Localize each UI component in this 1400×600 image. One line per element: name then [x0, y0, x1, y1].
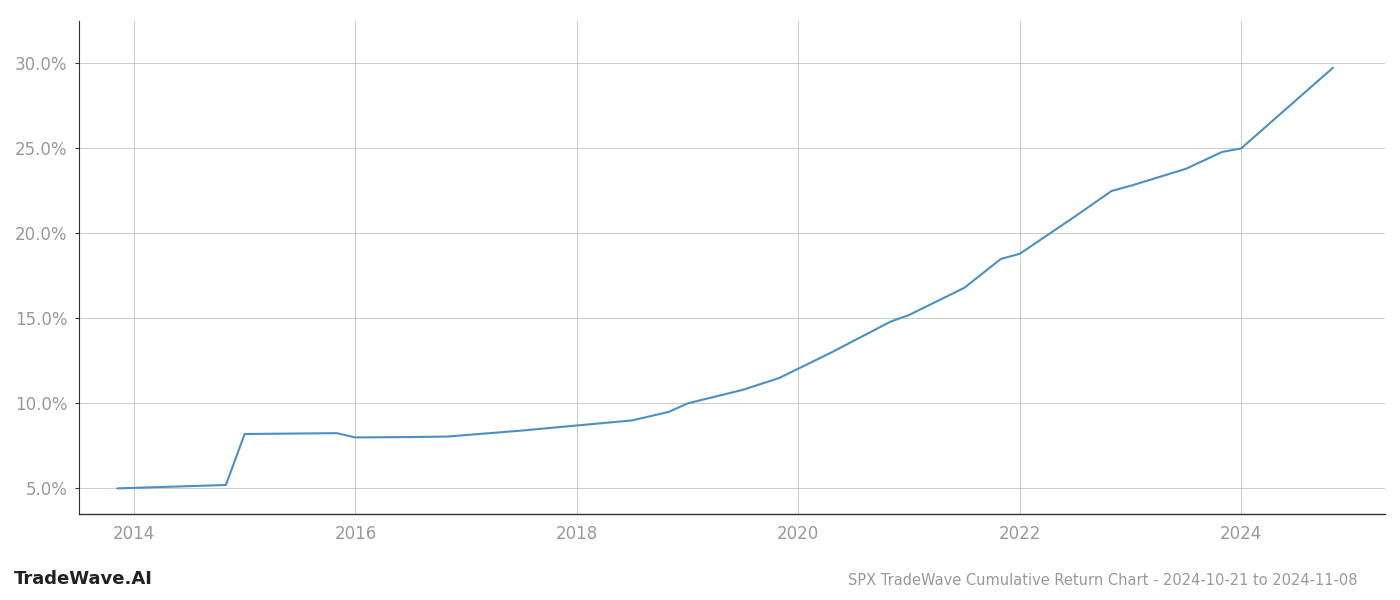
Text: SPX TradeWave Cumulative Return Chart - 2024-10-21 to 2024-11-08: SPX TradeWave Cumulative Return Chart - … — [848, 573, 1358, 588]
Text: TradeWave.AI: TradeWave.AI — [14, 570, 153, 588]
